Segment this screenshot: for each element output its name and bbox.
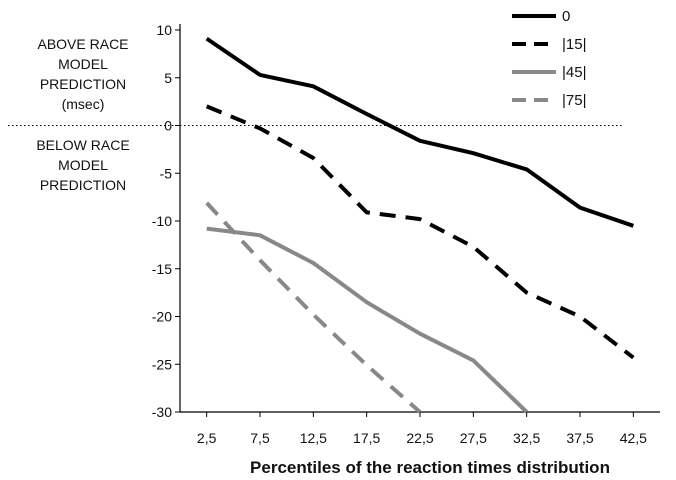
ylabel-below-line-3: PREDICTION (40, 177, 126, 193)
x-tick-label: 32,5 (513, 430, 540, 446)
ylabel-below-line-1: BELOW RACE (36, 137, 129, 153)
legend-label-4: |75| (562, 92, 586, 109)
ylabel-above-line-4: (msec) (62, 96, 105, 112)
y-tick-label: -30 (152, 404, 172, 420)
legend-label-1: 0 (562, 8, 570, 25)
series-line-2 (205, 104, 635, 360)
x-tick-label: 7,5 (250, 430, 270, 446)
ylabel-above-line-2: MODEL (58, 56, 108, 72)
x-tick-label: 17,5 (353, 430, 380, 446)
y-tick-label: 10 (156, 22, 172, 38)
legend-label-3: |45| (562, 64, 586, 81)
y-tick-label: -20 (152, 309, 172, 325)
y-axis-label-above: ABOVE RACE MODEL PREDICTION (msec) (37, 36, 128, 112)
axes: 10 5 0 -5 -10 -15 -20 -25 -30 2,5 7,5 12,5 17,5 22,5 2… (8, 22, 660, 446)
x-axis-label: Percentiles of the reaction times distri… (250, 458, 610, 477)
x-tick-label: 2,5 (197, 430, 217, 446)
x-tick-label: 27,5 (460, 430, 487, 446)
y-tick-label: 5 (164, 70, 172, 86)
y-tick-label: -5 (160, 165, 173, 181)
y-tick-label: -25 (152, 356, 172, 372)
x-tick-label: 42,5 (620, 430, 647, 446)
series-lines (205, 36, 635, 414)
legend-label-2: |15| (562, 36, 586, 53)
ylabel-above-line-1: ABOVE RACE (37, 36, 128, 52)
series-line-1 (205, 36, 634, 228)
series-line-4 (205, 201, 422, 414)
y-tick-label: 0 (164, 118, 172, 134)
ylabel-below-line-2: MODEL (58, 157, 108, 173)
y-axis-label-below: BELOW RACE MODEL PREDICTION (36, 137, 129, 193)
legend: 0 |15| |45| |75| (512, 8, 586, 109)
y-tick-label: -10 (152, 213, 172, 229)
x-tick-label: 22,5 (406, 430, 433, 446)
series-line-3 (206, 226, 529, 414)
y-tick-label: -15 (152, 261, 172, 277)
x-tick-label: 12,5 (300, 430, 327, 446)
x-tick-label: 37,5 (566, 430, 593, 446)
ylabel-above-line-3: PREDICTION (40, 76, 126, 92)
